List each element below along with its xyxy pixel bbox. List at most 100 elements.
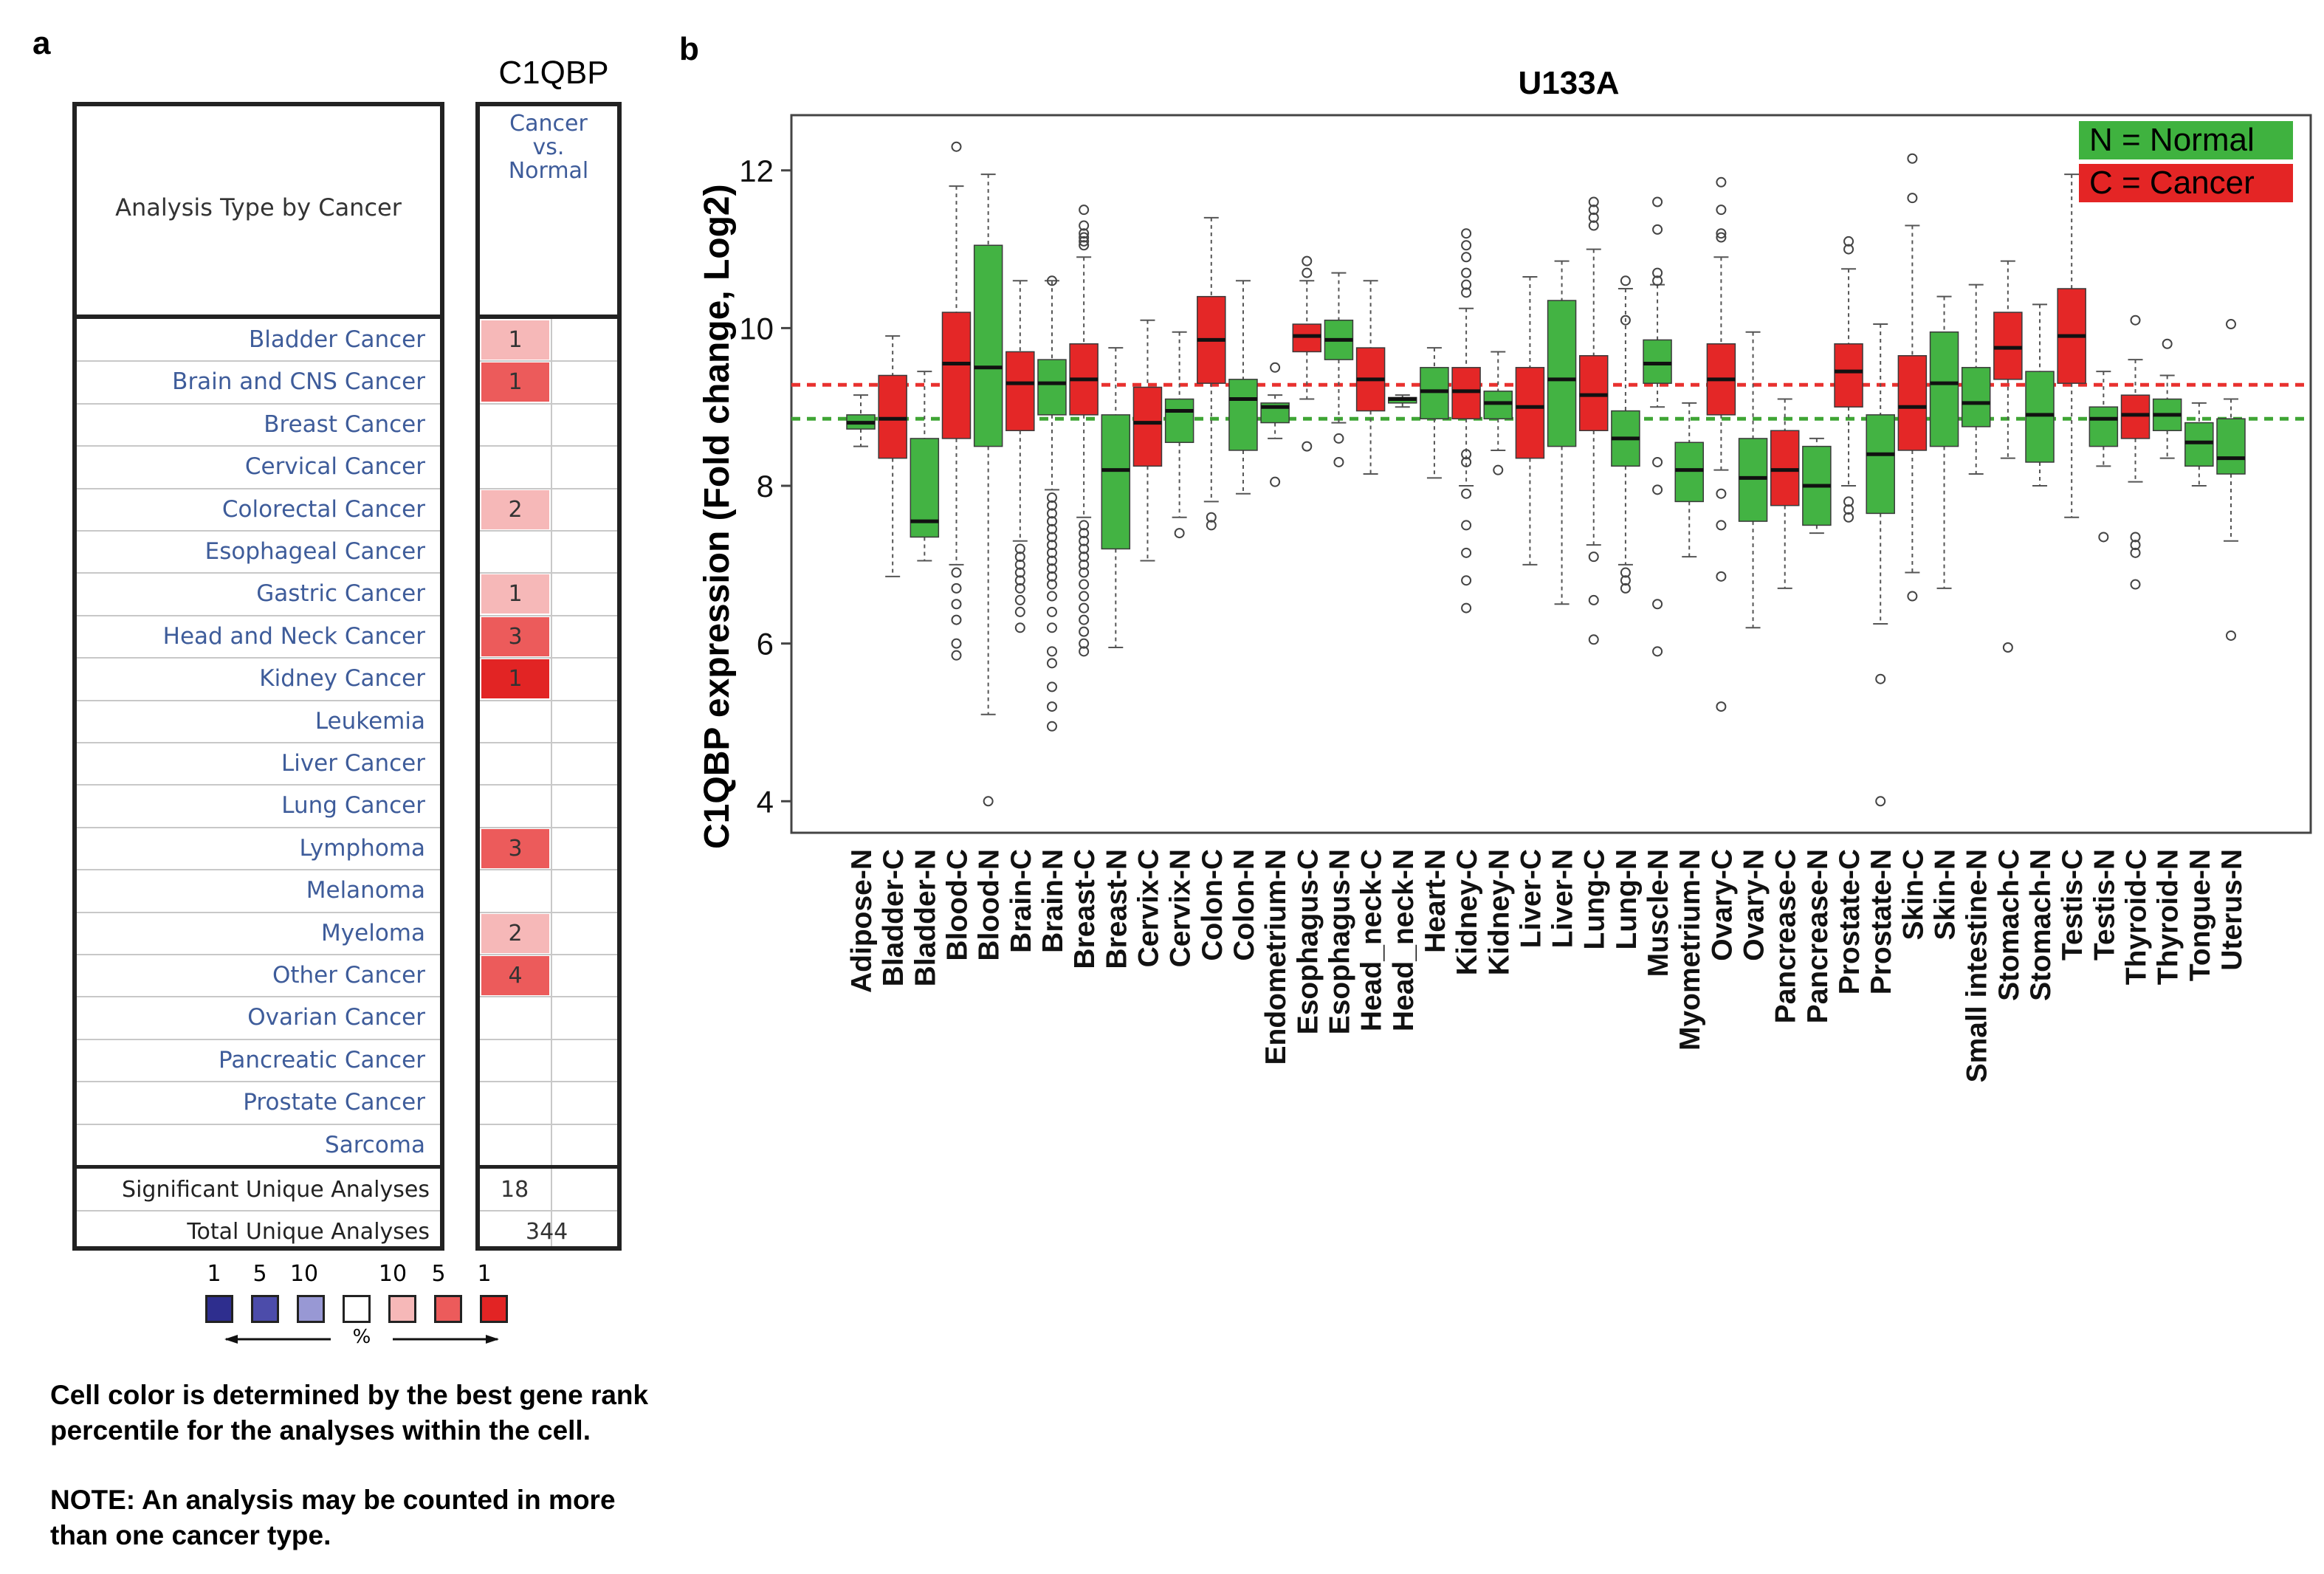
box-tongue-n[interactable] [2184, 422, 2214, 467]
outlier-point [1461, 602, 1472, 614]
summary-value: 344 [526, 1219, 568, 1245]
outlier-point [1014, 559, 1025, 570]
cancer-label[interactable]: Liver Cancer [281, 750, 425, 777]
row-separator [480, 1081, 617, 1083]
box-myometrium-n[interactable] [1674, 441, 1704, 503]
analysis-count-cell[interactable]: 3 [481, 616, 549, 656]
cancer-label[interactable]: Gastric Cancer [256, 580, 425, 608]
box-stomach-n[interactable] [2025, 371, 2055, 463]
box-liver-c[interactable] [1515, 367, 1545, 459]
cancer-label[interactable]: Pancreatic Cancer [219, 1046, 425, 1073]
outlier-point [1588, 220, 1599, 231]
box-kidney-n[interactable] [1483, 391, 1513, 419]
analysis-count-cell[interactable]: 3 [481, 828, 549, 868]
outlier-point [1046, 701, 1057, 712]
cancer-label[interactable]: Other Cancer [272, 962, 425, 989]
outlier-point [1046, 646, 1057, 657]
box-heart-n[interactable] [1420, 367, 1449, 419]
outlier-point [951, 599, 962, 610]
box-thyroid-c[interactable] [2120, 394, 2151, 439]
outlier-point [1046, 500, 1057, 511]
cancer-label[interactable]: Colorectal Cancer [221, 495, 425, 523]
analysis-count-cell[interactable]: 4 [481, 956, 549, 995]
analysis-count-cell[interactable]: 1 [481, 362, 549, 402]
outlier-point [1046, 571, 1057, 582]
outlier-point [1302, 255, 1313, 267]
outlier-point [1079, 626, 1090, 637]
analysis-count-cell[interactable]: 1 [481, 659, 549, 699]
cancer-label[interactable]: Cervical Cancer [244, 453, 425, 481]
row-separator [480, 1210, 617, 1212]
cancer-label[interactable]: Head and Neck Cancer [162, 622, 425, 650]
x-tick-label: Kidney-C [1451, 849, 1483, 975]
box-liver-n[interactable] [1547, 300, 1577, 447]
outlier-point [1493, 464, 1504, 475]
box-blood-c[interactable] [941, 312, 972, 439]
box-skin-c[interactable] [1897, 355, 1928, 451]
outlier-point [2162, 338, 2173, 349]
cancer-label[interactable]: Lung Cancer [281, 792, 425, 819]
analysis-count-cell[interactable]: 2 [481, 489, 549, 529]
box-skin-n[interactable] [1929, 331, 1959, 447]
cancer-label[interactable]: Esophageal Cancer [204, 538, 425, 565]
box-stomach-c[interactable] [1993, 312, 2023, 380]
box-blood-n[interactable] [973, 244, 1003, 447]
analysis-count-cell[interactable]: 1 [481, 320, 549, 360]
legend-cancer-swatch [2079, 164, 2293, 202]
box-colon-n[interactable] [1228, 379, 1258, 451]
box-brain-c[interactable] [1005, 351, 1035, 432]
box-lung-c[interactable] [1578, 355, 1609, 432]
cancer-label[interactable]: Bladder Cancer [248, 326, 425, 353]
box-testis-n[interactable] [2088, 406, 2119, 447]
row-separator [480, 402, 617, 405]
legend-number: 5 [431, 1261, 446, 1287]
box-cervix-c[interactable] [1132, 386, 1163, 467]
cancer-label[interactable]: Brain and CNS Cancer [172, 368, 425, 396]
outlier-point [1461, 228, 1472, 239]
cancer-label[interactable]: Breast Cancer [264, 410, 425, 438]
cancer-label[interactable]: Lymphoma [299, 834, 425, 862]
summary-divider [480, 1165, 617, 1169]
cancer-label[interactable]: Prostate Cancer [243, 1089, 425, 1116]
box-cervix-n[interactable] [1164, 398, 1194, 444]
outlier-point [1716, 488, 1727, 499]
cancer-label[interactable]: Kidney Cancer [259, 665, 425, 693]
cancer-label[interactable]: Melanoma [306, 877, 425, 904]
cancer-label[interactable]: Leukemia [314, 707, 425, 735]
x-tick-label: Small intestine-N [1962, 849, 1993, 1082]
analysis-count-cell[interactable]: 1 [481, 574, 549, 614]
box-muscle-n[interactable] [1643, 339, 1672, 384]
analysis-count-note-line2: than one cancer type. [50, 1520, 331, 1550]
outlier-point [2098, 532, 2109, 543]
box-ovary-n[interactable] [1738, 438, 1768, 522]
box-uterus-n[interactable] [2216, 418, 2246, 475]
box-esophagus-c[interactable] [1292, 323, 1322, 353]
cancer-label[interactable]: Myeloma [321, 919, 425, 946]
row-separator [480, 487, 617, 489]
x-tick-label: Testis-N [2088, 849, 2120, 960]
outlier-point [1079, 543, 1090, 554]
cancer-label[interactable]: Sarcoma [325, 1131, 425, 1158]
row-separator [77, 445, 440, 447]
box-brain-n[interactable] [1037, 359, 1067, 416]
cancer-label[interactable]: Ovarian Cancer [247, 1004, 425, 1031]
box-bladder-c[interactable] [878, 374, 907, 459]
box-kidney-c[interactable] [1451, 367, 1481, 419]
x-tick-label: Uterus-N [2216, 849, 2248, 971]
row-separator [480, 360, 617, 362]
outlier-point [1875, 673, 1886, 684]
outlier-point [1302, 267, 1313, 278]
outlier-point [1046, 523, 1057, 535]
analysis-count-cell[interactable]: 2 [481, 913, 549, 953]
legend-swatch [343, 1295, 371, 1323]
box-pancrease-c[interactable] [1770, 430, 1800, 506]
box-prostate-n[interactable] [1866, 414, 1895, 515]
box-small-intestine-n[interactable] [1961, 367, 1991, 427]
plot-frame [790, 114, 2312, 834]
outlier-point [2226, 319, 2236, 330]
box-prostate-c[interactable] [1834, 343, 1863, 408]
y-tick-label: 4 [757, 784, 774, 819]
legend-swatch [251, 1295, 279, 1323]
box-breast-n[interactable] [1101, 414, 1131, 550]
outlier-point [1716, 232, 1727, 243]
